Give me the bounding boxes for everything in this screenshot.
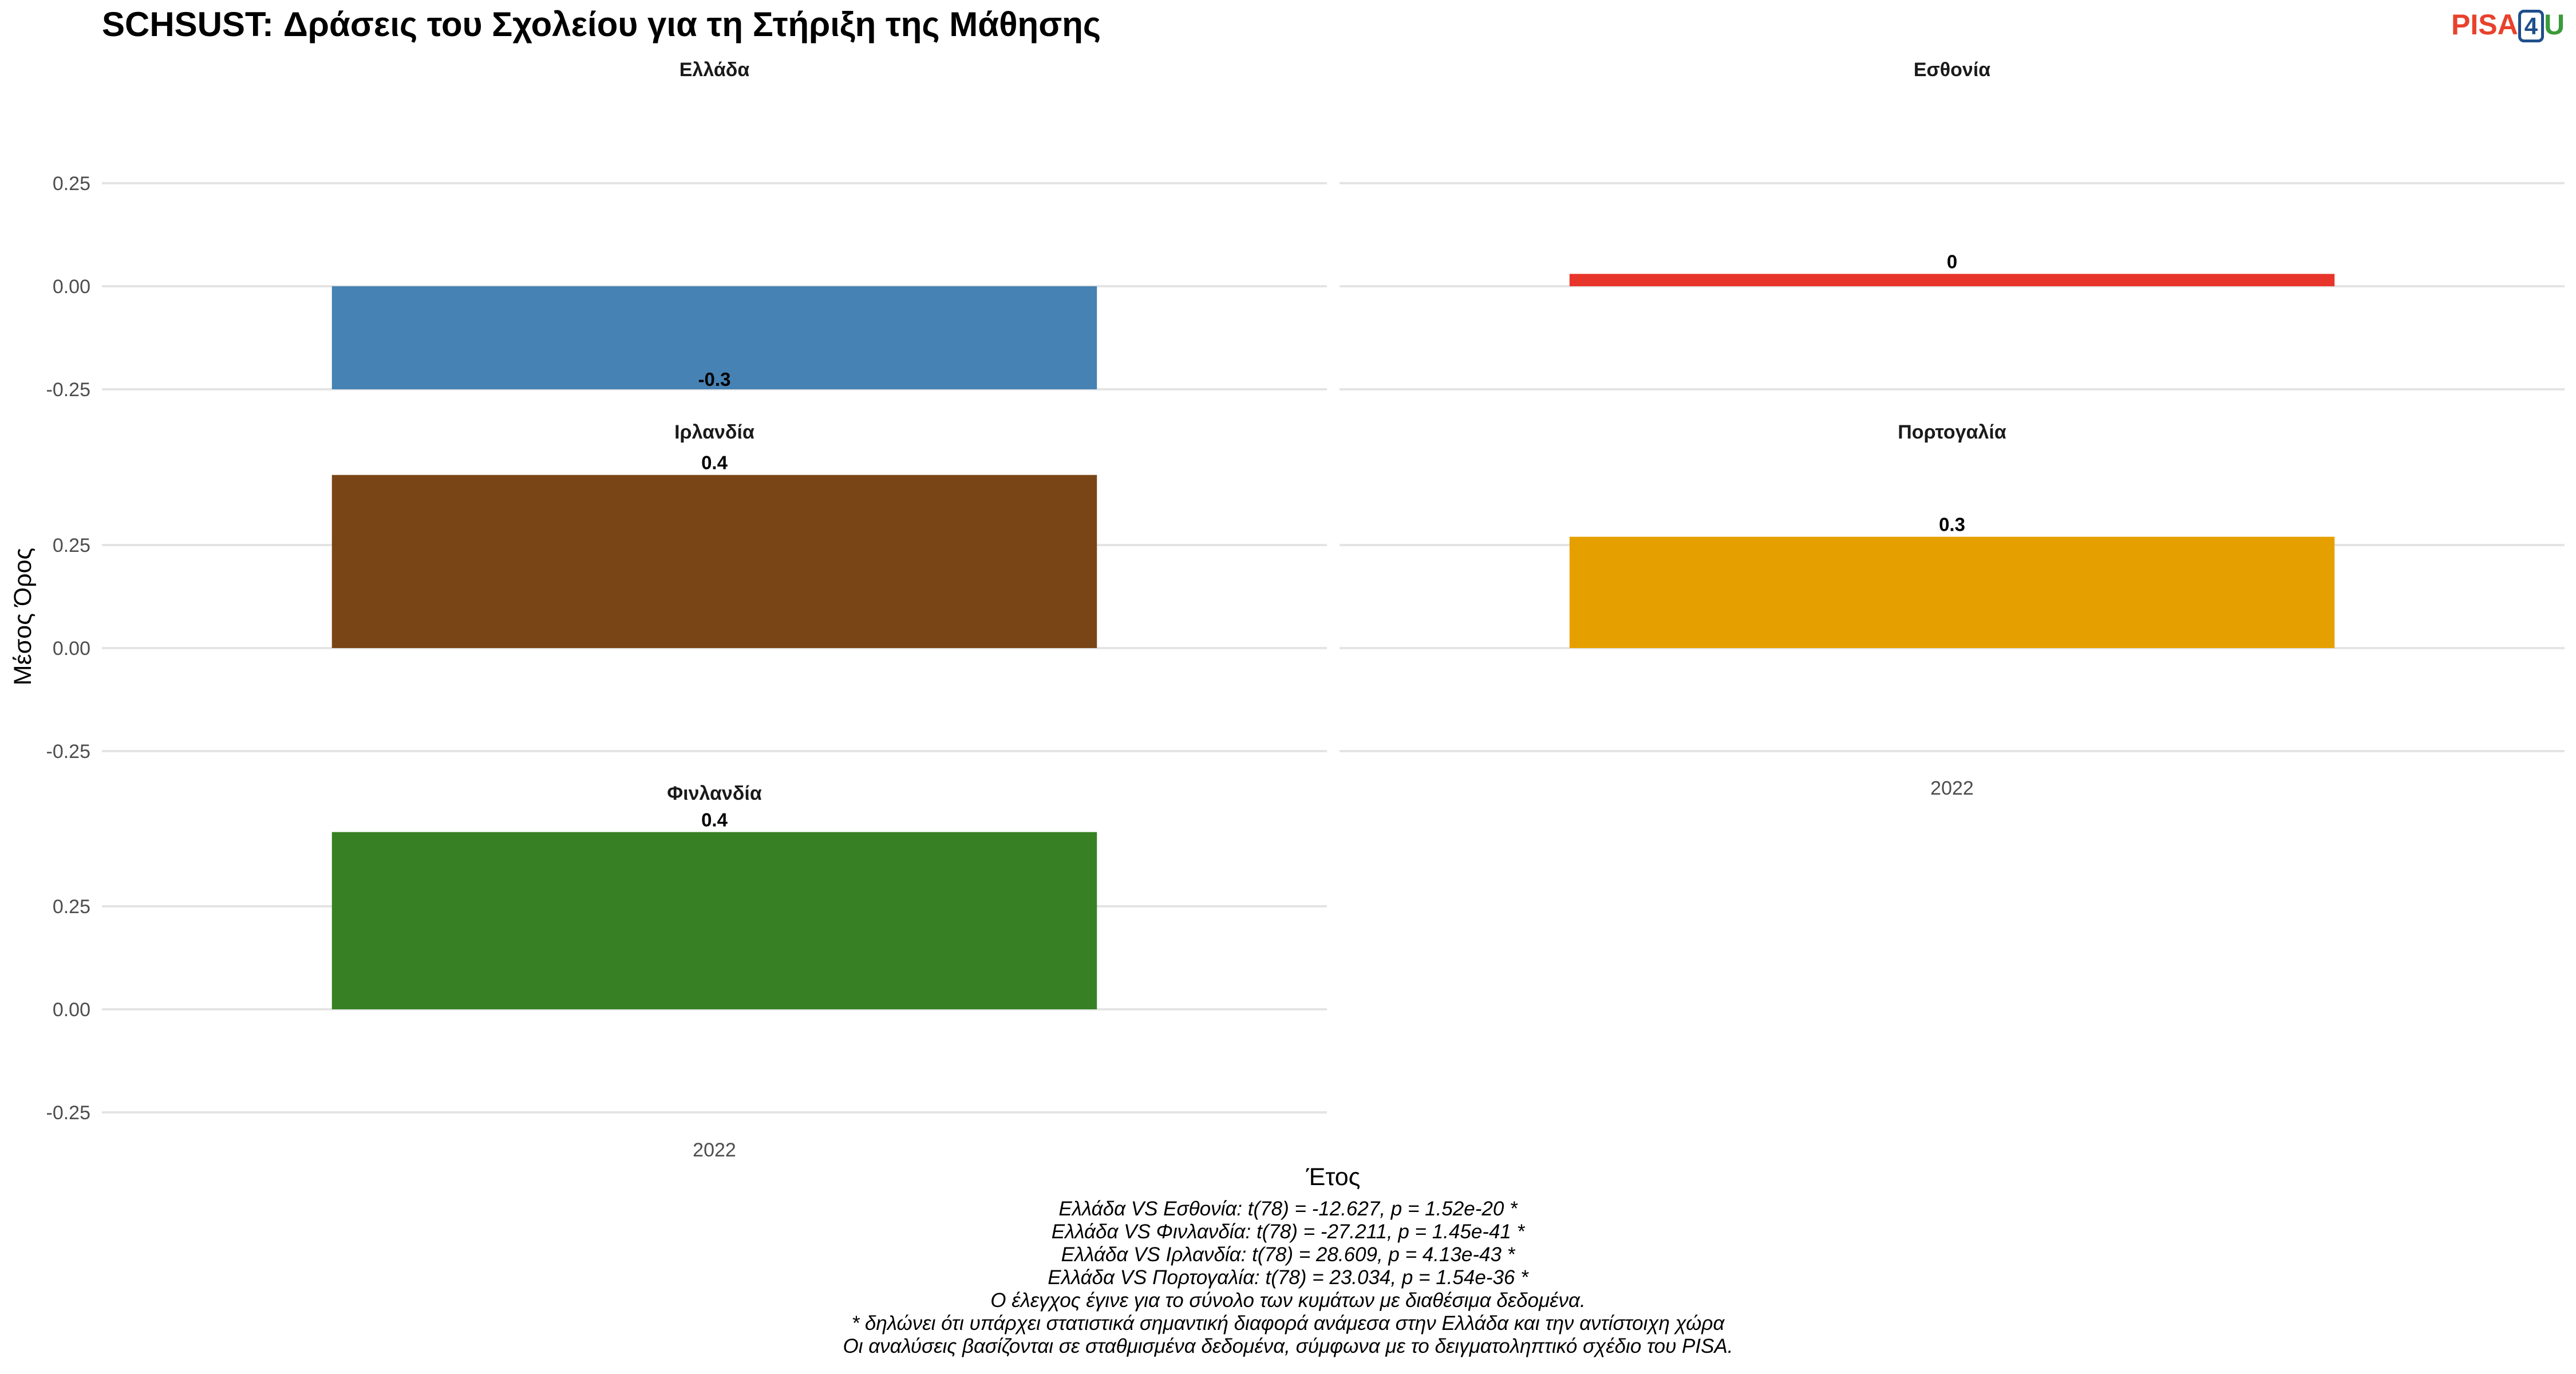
pisa4u-logo: PISA 4 U (2451, 8, 2565, 42)
data-label-4: 0.4 (701, 809, 728, 830)
y-axis-title: Μέσος Όρος (9, 548, 37, 686)
facet-label-4: Φινλανδία (667, 783, 762, 804)
x-tick-label-left: 2022 (693, 1139, 736, 1161)
x-axis-title: Έτος (1306, 1163, 1361, 1191)
caption: Ελλάδα VS Εσθονία: t(78) = -12.627, p = … (0, 1198, 2576, 1358)
data-label-2: 0.4 (701, 452, 728, 473)
data-label-3: 0.3 (1939, 514, 1965, 535)
y-tick-label: 0.25 (53, 896, 90, 918)
bar-2 (331, 475, 1097, 648)
facet-label-2: Ιρλανδία (674, 421, 754, 443)
facet-label-3: Πορτογαλία (1898, 421, 2006, 443)
caption-line-6: * δηλώνει ότι υπάρχει στατιστικά σημαντι… (851, 1312, 1725, 1334)
bar-3 (1569, 536, 2335, 648)
y-tick-label: 0.25 (53, 173, 90, 195)
data-label-0: -0.3 (698, 369, 731, 390)
caption-line-4: Ελλάδα VS Πορτογαλία: t(78) = 23.034, p … (1048, 1266, 1528, 1289)
logo-part-u: U (2544, 9, 2565, 41)
caption-line-7: Οι αναλύσεις βασίζονται σε σταθμισμένα δ… (843, 1335, 1733, 1357)
y-tick-label: -0.25 (46, 1102, 91, 1124)
y-tick-label: -0.25 (46, 741, 91, 763)
x-tick-label-right: 2022 (1930, 777, 1974, 799)
y-tick-label: 0.25 (53, 535, 90, 556)
caption-line-3: Ελλάδα VS Ιρλανδία: t(78) = 28.609, p = … (1061, 1243, 1515, 1266)
y-tick-label: -0.25 (46, 379, 91, 401)
data-label-1: 0 (1947, 251, 1957, 272)
y-tick-label: 0.00 (53, 638, 90, 660)
bar-4 (331, 832, 1097, 1009)
logo-part-4: 4 (2518, 10, 2545, 42)
facet-label-0: Ελλάδα (679, 59, 750, 81)
caption-line-5: Ο έλεγχος έγινε για το σύνολο των κυμάτω… (990, 1289, 1586, 1312)
bar-0 (331, 286, 1097, 389)
chart-title: SCHSUST: Δράσεις του Σχολείου για τη Στή… (102, 5, 1101, 44)
faceted-bar-chart: -0.25 0.00 0.25 -0.25 0.00 0.25 -0.25 0.00 0.25 Ε… (9, 59, 2565, 1191)
bar-1 (1569, 274, 2335, 286)
caption-line-2: Ελλάδα VS Φινλανδία: t(78) = -27.211, p … (1051, 1221, 1525, 1243)
y-tick-label: 0.00 (53, 999, 90, 1021)
logo-part-pisa: PISA (2451, 9, 2518, 41)
facet-label-1: Εσθονία (1914, 59, 1990, 81)
y-tick-label: 0.00 (53, 276, 90, 298)
caption-line-1: Ελλάδα VS Εσθονία: t(78) = -12.627, p = … (1058, 1198, 1518, 1220)
